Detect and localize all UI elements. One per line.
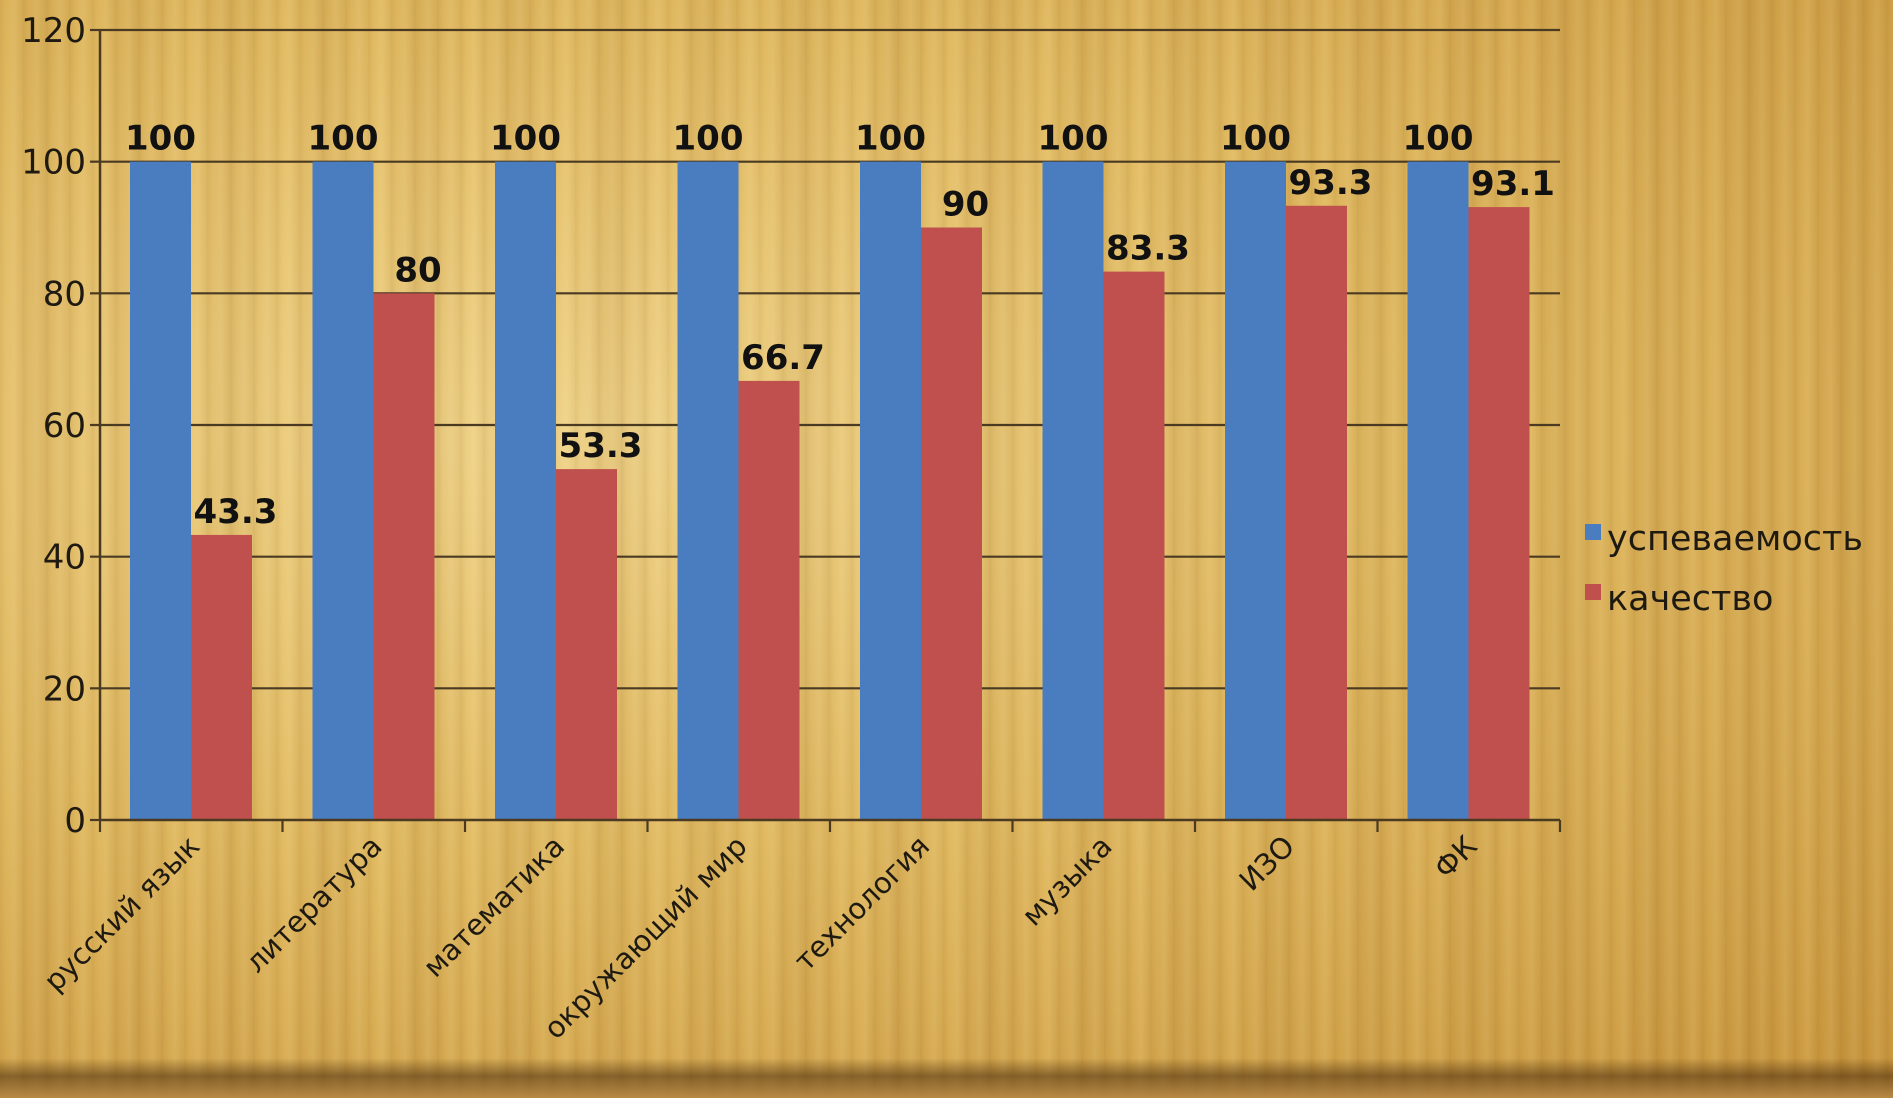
bar-kachestvo	[1103, 271, 1165, 820]
bottom-border-band	[0, 1058, 1893, 1098]
data-label: 53.3	[559, 426, 643, 466]
legend-swatch	[1585, 584, 1601, 600]
category-label: русский язык	[37, 829, 206, 998]
data-label: 100	[673, 119, 744, 159]
bar-kachestvo	[373, 293, 435, 820]
y-tick-label: 100	[21, 143, 86, 183]
y-tick-label: 20	[43, 669, 86, 709]
category-label: математика	[416, 829, 571, 984]
bar-kachestvo	[191, 534, 252, 820]
y-tick-labels: 0 20 40 60 80 100 120	[21, 11, 86, 841]
bar-uspevaemost	[1042, 161, 1104, 820]
y-tick-label: 60	[43, 406, 86, 446]
data-label: 100	[490, 119, 561, 159]
y-tick-label: 120	[21, 11, 86, 51]
category-label: литература	[238, 829, 388, 979]
y-tick-label: 40	[43, 538, 86, 578]
data-label: 100	[1038, 119, 1109, 159]
y-tick-label: 0	[64, 801, 86, 841]
category-label: ИЗО	[1233, 829, 1302, 898]
bar-uspevaemost	[130, 161, 191, 820]
data-label: 93.3	[1289, 163, 1373, 203]
legend: успеваемость качество	[1585, 519, 1863, 619]
bar-kachestvo	[738, 380, 800, 820]
data-label: 100	[125, 119, 196, 159]
category-label: окружающий мир	[537, 829, 754, 1046]
bar-kachestvo	[921, 227, 982, 820]
data-label: 100	[1403, 119, 1474, 159]
y-tick-label: 80	[43, 274, 86, 314]
data-label: 83.3	[1106, 229, 1190, 269]
bar-uspevaemost	[1225, 161, 1286, 820]
category-label: ФК	[1427, 829, 1484, 886]
bar-kachestvo	[1286, 205, 1347, 820]
category-label: технология	[787, 829, 936, 978]
legend-label: качество	[1607, 579, 1773, 619]
data-label: 90	[942, 185, 989, 225]
data-labels: 100 43.3 100 80 100 53.3 100 66.7 100 90 100 83.3 10…	[125, 119, 1555, 532]
category-label: музыка	[1015, 829, 1119, 933]
category-labels: русский язык литература математикаокружающ…	[37, 829, 1484, 1046]
legend-label: успеваемость	[1607, 519, 1863, 559]
data-label: 66.7	[741, 338, 825, 378]
bar-uspevaemost	[860, 161, 921, 820]
legend-swatch	[1585, 524, 1601, 540]
bar-uspevaemost	[495, 161, 556, 820]
bar-uspevaemost	[312, 161, 374, 820]
bars	[130, 161, 1530, 820]
data-label: 100	[855, 119, 926, 159]
data-label: 93.1	[1471, 164, 1555, 204]
data-label: 100	[308, 119, 379, 159]
axes	[90, 28, 1562, 832]
data-label: 100	[1220, 119, 1291, 159]
bar-uspevaemost	[677, 161, 739, 820]
data-label: 43.3	[194, 492, 278, 532]
bar-kachestvo	[556, 469, 617, 820]
data-label: 80	[394, 250, 441, 290]
bar-uspevaemost	[1407, 161, 1469, 820]
bar-kachestvo	[1468, 207, 1530, 820]
